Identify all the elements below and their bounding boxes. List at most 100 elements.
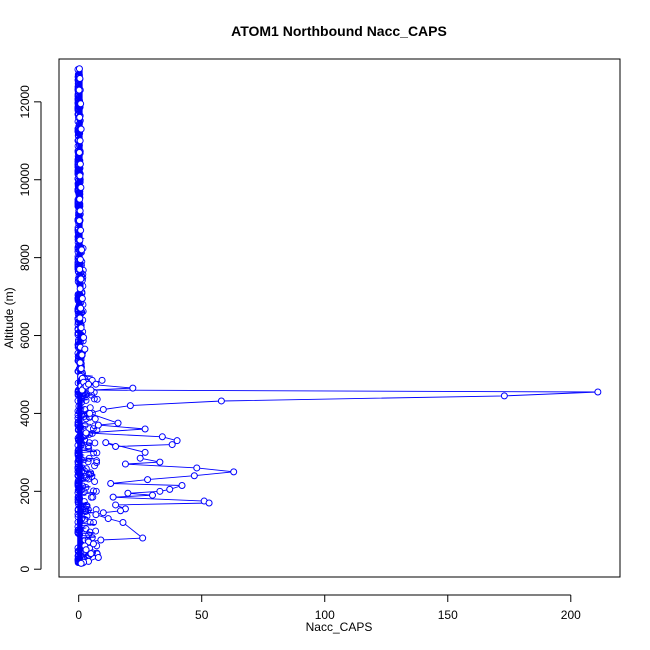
dense-point	[77, 423, 85, 431]
data-point	[114, 419, 122, 427]
data-point	[87, 550, 95, 558]
dense-point	[74, 414, 82, 422]
data-point	[77, 559, 85, 567]
data-point	[76, 265, 84, 273]
data-point	[76, 236, 84, 244]
y-tick-label: 6000	[18, 322, 32, 349]
data-point	[76, 74, 84, 82]
data-point	[156, 487, 164, 495]
data-point	[76, 195, 84, 203]
data-point	[97, 536, 105, 544]
y-axis-title: Altitude (m)	[2, 287, 16, 348]
dense-point	[75, 448, 83, 456]
data-point	[173, 437, 181, 445]
dense-point	[74, 486, 82, 494]
dense-point	[93, 395, 101, 403]
data-point	[77, 275, 85, 283]
x-tick-label: 50	[195, 608, 209, 622]
data-point	[77, 226, 85, 234]
data-point	[117, 507, 125, 515]
data-point	[77, 184, 85, 192]
data-point	[75, 86, 83, 94]
dense-point	[74, 528, 82, 536]
dense-point	[78, 395, 86, 403]
dense-point	[93, 449, 101, 457]
series-points	[75, 65, 602, 567]
dense-point	[82, 525, 90, 533]
dense-point	[75, 433, 83, 440]
dense-point	[74, 496, 82, 503]
dense-point	[90, 395, 98, 403]
data-point	[94, 554, 102, 562]
x-tick-label: 100	[315, 608, 335, 622]
dense-point	[75, 456, 82, 464]
dense-point	[74, 420, 82, 427]
dense-point	[74, 397, 82, 405]
dense-point	[89, 493, 97, 501]
data-point	[92, 380, 100, 388]
data-point	[98, 376, 106, 384]
data-point	[104, 515, 112, 523]
data-point	[80, 333, 88, 341]
data-point	[168, 441, 176, 449]
dense-point	[74, 518, 82, 526]
dense-point	[74, 411, 82, 419]
data-point	[112, 501, 120, 509]
dense-point	[74, 390, 82, 398]
dense-point	[93, 459, 101, 467]
data-point	[139, 534, 147, 542]
data-point	[594, 388, 602, 396]
data-point	[89, 540, 97, 548]
data-point	[109, 493, 117, 501]
dense-point	[85, 454, 93, 462]
dense-point	[86, 518, 94, 526]
data-point	[92, 511, 100, 519]
data-point	[86, 409, 94, 417]
dense-point	[91, 439, 99, 447]
data-point	[205, 499, 213, 507]
data-point	[99, 406, 107, 414]
data-point	[129, 384, 137, 392]
data-point	[190, 472, 198, 480]
data-point	[78, 295, 86, 303]
data-point	[141, 425, 149, 433]
data-point	[77, 324, 85, 332]
data-point	[81, 345, 89, 353]
data-point	[149, 491, 156, 499]
data-point	[87, 386, 95, 394]
dense-point	[82, 505, 90, 513]
data-point	[76, 314, 84, 322]
data-point	[76, 207, 84, 215]
data-point	[144, 476, 152, 484]
dense-point	[74, 468, 82, 476]
y-tick-label: 8000	[18, 244, 32, 271]
data-point	[77, 100, 85, 108]
y-tick-label: 12000	[18, 85, 32, 119]
x-axis: 0 50 100 150 200	[75, 594, 581, 622]
x-axis-title: Nacc_CAPS	[306, 620, 373, 634]
data-point	[102, 439, 110, 447]
data-point	[77, 304, 85, 312]
data-point	[124, 489, 132, 497]
data-point	[141, 448, 149, 456]
data-point	[500, 392, 508, 400]
series-lines	[78, 68, 598, 564]
dense-point	[82, 396, 90, 404]
dense-point	[90, 449, 98, 457]
dense-point	[78, 464, 86, 472]
data-point	[112, 443, 120, 451]
plot-frame	[58, 58, 621, 578]
data-point	[82, 429, 90, 437]
data-point	[76, 256, 84, 264]
data-point	[230, 468, 238, 476]
data-point	[126, 402, 134, 410]
data-point	[107, 480, 115, 488]
data-point	[82, 546, 90, 554]
dense-point	[88, 473, 96, 480]
dense-point	[74, 547, 82, 555]
dense-point	[82, 484, 90, 491]
data-point	[77, 365, 85, 373]
data-point	[85, 380, 93, 388]
